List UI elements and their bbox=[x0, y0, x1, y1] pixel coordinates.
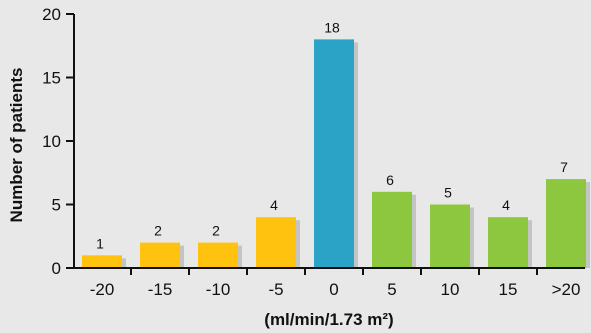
x-tick-label: 5 bbox=[387, 280, 396, 299]
bar-value-label: 18 bbox=[324, 19, 340, 35]
bar bbox=[546, 179, 586, 268]
bar-shadow bbox=[180, 245, 184, 268]
bar bbox=[140, 242, 180, 268]
bar bbox=[82, 255, 122, 268]
bars-layer bbox=[82, 39, 590, 269]
y-tick-label: 20 bbox=[42, 5, 61, 24]
y-tick-label: 5 bbox=[52, 196, 61, 215]
x-tick-label: -5 bbox=[268, 280, 283, 299]
bar bbox=[314, 39, 354, 269]
bar-shadow bbox=[412, 194, 416, 268]
x-axis-title: (ml/min/1.73 m²) bbox=[264, 310, 393, 329]
bar-value-label: 1 bbox=[96, 235, 104, 251]
bar-shadow bbox=[122, 258, 126, 268]
x-tick-label: 10 bbox=[441, 280, 460, 299]
bar-value-label: 2 bbox=[212, 223, 220, 239]
x-tick-label: 0 bbox=[329, 280, 338, 299]
bar-value-label: 6 bbox=[386, 172, 394, 188]
bar bbox=[488, 217, 528, 268]
y-axis-title: Number of patients bbox=[7, 68, 26, 223]
bar-shadow bbox=[470, 207, 474, 268]
x-tick-label: -15 bbox=[148, 280, 173, 299]
bar-value-label: 4 bbox=[502, 197, 510, 213]
bar bbox=[430, 204, 470, 268]
bar-value-label: 7 bbox=[560, 159, 568, 175]
y-tick-label: 0 bbox=[52, 259, 61, 278]
bar bbox=[256, 217, 296, 268]
y-tick-label: 10 bbox=[42, 132, 61, 151]
labels-layer: 0 5 10 15 20 1 -20 2 -15 2 -10 4 -5 18 0 6 5 5 10 4 15 7 >20 bbox=[42, 5, 580, 299]
bar-shadow bbox=[528, 220, 532, 268]
x-tick-label: 15 bbox=[499, 280, 518, 299]
bar-shadow bbox=[354, 42, 358, 269]
bar-value-label: 4 bbox=[270, 197, 278, 213]
x-tick-label: >20 bbox=[552, 280, 581, 299]
bar-shadow bbox=[586, 182, 590, 268]
bar bbox=[372, 191, 412, 268]
y-tick-label: 15 bbox=[42, 69, 61, 88]
bar-shadow bbox=[238, 245, 242, 268]
x-tick-label: -10 bbox=[206, 280, 231, 299]
x-tick-label: -20 bbox=[90, 280, 115, 299]
bar-value-label: 5 bbox=[444, 185, 452, 201]
axes-layer bbox=[66, 13, 585, 275]
bar bbox=[198, 242, 238, 268]
bar-value-label: 2 bbox=[154, 223, 162, 239]
bar-shadow bbox=[296, 220, 300, 268]
